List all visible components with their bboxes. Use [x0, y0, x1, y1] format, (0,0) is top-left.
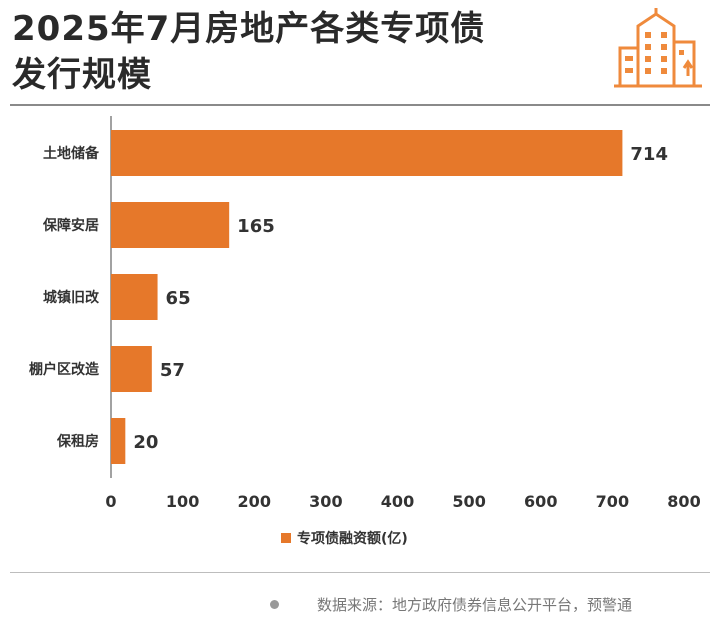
x-tick-label: 100 [166, 492, 199, 511]
data-label: 165 [237, 216, 275, 237]
buildings-icon [614, 8, 702, 88]
category-label: 保障安居 [42, 217, 99, 234]
title-line-2: 发行规模 [12, 55, 152, 95]
x-tick-label: 600 [524, 492, 557, 511]
legend-swatch [281, 533, 291, 543]
title-line-1: 2025年7月房地产各类专项债 [12, 9, 486, 49]
data-label: 65 [166, 288, 191, 309]
category-label: 土地储备 [43, 145, 100, 162]
x-tick-label: 300 [309, 492, 342, 511]
category-label: 城镇旧改 [43, 289, 100, 306]
bullet-icon [270, 600, 279, 609]
x-tick-label: 800 [667, 492, 700, 511]
data-label: 57 [160, 360, 185, 381]
source-text: 数据来源：地方政府债券信息公开平台，预警通 [317, 596, 633, 614]
bar [111, 130, 623, 176]
x-tick-label: 200 [238, 492, 271, 511]
bar [111, 418, 126, 464]
chart-title: 2025年7月房地产各类专项债 发行规模 [12, 6, 592, 98]
legend: 专项债融资额(亿) [281, 528, 408, 548]
source-note: 数据来源：地方政府债券信息公开平台，预警通 [270, 594, 632, 615]
footer-divider [10, 572, 710, 573]
x-tick-label: 700 [596, 492, 629, 511]
bar [111, 202, 230, 248]
x-tick-label: 0 [105, 492, 116, 511]
category-label: 保租房 [56, 433, 99, 450]
category-label: 棚户区改造 [29, 361, 99, 378]
data-label: 714 [630, 144, 668, 165]
legend-label: 专项债融资额(亿) [297, 531, 408, 547]
title-divider [10, 104, 710, 106]
bar [111, 274, 158, 320]
bar [111, 346, 152, 392]
x-tick-label: 500 [452, 492, 485, 511]
x-tick-label: 400 [381, 492, 414, 511]
data-label: 20 [133, 432, 158, 453]
